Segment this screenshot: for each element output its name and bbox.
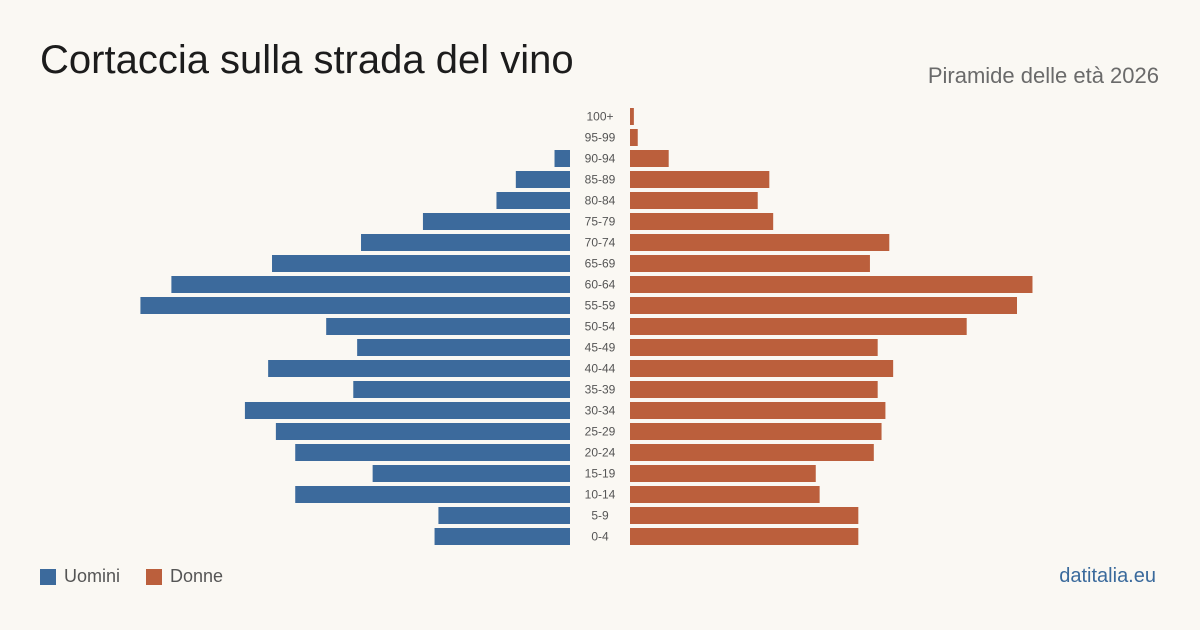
bar-men-40-44 (268, 360, 570, 377)
age-label-45-49: 45-49 (585, 341, 616, 355)
age-label-70-74: 70-74 (585, 236, 616, 250)
bar-men-50-54 (326, 318, 570, 335)
bar-men-5-9 (438, 507, 570, 524)
bar-women-30-34 (630, 402, 886, 419)
age-label-40-44: 40-44 (585, 362, 616, 376)
bar-women-55-59 (630, 297, 1017, 314)
bar-men-55-59 (140, 297, 570, 314)
age-label-50-54: 50-54 (585, 320, 616, 334)
bar-men-80-84 (496, 192, 570, 209)
age-label-25-29: 25-29 (585, 425, 616, 439)
age-label-90-94: 90-94 (585, 152, 616, 166)
bar-men-65-69 (272, 255, 570, 272)
population-pyramid-chart: 100+ 95-99 90-94 85-89 80-84 75-79 70-74 65-69 6… (140, 108, 1033, 545)
age-label-95-99: 95-99 (585, 131, 616, 145)
bar-women-85-89 (630, 171, 770, 188)
age-label-10-14: 10-14 (585, 488, 616, 502)
legend-item-men: Uomini (40, 566, 120, 587)
bar-women-70-74 (630, 234, 890, 251)
bar-men-10-14 (295, 486, 570, 503)
bar-women-100+ (630, 108, 634, 125)
chart-title: Cortaccia sulla strada del vino (40, 38, 574, 82)
chart-subtitle: Piramide delle età 2026 (927, 63, 1159, 88)
legend-item-women: Donne (146, 566, 223, 587)
bar-women-25-29 (630, 423, 882, 440)
bar-women-75-79 (630, 213, 774, 230)
bar-women-15-19 (630, 465, 816, 482)
bar-men-30-34 (244, 402, 571, 419)
bar-women-65-69 (630, 255, 870, 272)
bar-men-60-64 (171, 276, 570, 293)
age-label-5-9: 5-9 (591, 509, 609, 523)
bar-women-80-84 (630, 192, 758, 209)
bar-men-75-79 (422, 213, 570, 230)
bar-men-85-89 (515, 171, 570, 188)
bar-men-70-74 (361, 234, 570, 251)
bar-men-20-24 (295, 444, 570, 461)
age-label-20-24: 20-24 (585, 446, 616, 460)
bar-women-90-94 (630, 150, 669, 167)
age-label-0-4: 0-4 (591, 530, 609, 544)
age-label-80-84: 80-84 (585, 194, 616, 208)
legend-swatch-men (40, 568, 56, 585)
bar-women-45-49 (630, 339, 878, 356)
age-label-100+: 100+ (586, 110, 613, 124)
bar-women-40-44 (630, 360, 894, 377)
age-label-75-79: 75-79 (585, 215, 616, 229)
age-label-60-64: 60-64 (585, 278, 616, 292)
bar-women-0-4 (630, 528, 859, 545)
bar-women-10-14 (630, 486, 820, 503)
bar-men-90-94 (554, 150, 570, 167)
age-label-15-19: 15-19 (585, 467, 616, 481)
bar-women-35-39 (630, 381, 878, 398)
bar-women-20-24 (630, 444, 874, 461)
bar-men-35-39 (353, 381, 570, 398)
legend-swatch-women (146, 568, 163, 585)
age-label-65-69: 65-69 (585, 257, 616, 271)
bar-men-45-49 (357, 339, 570, 356)
legend-label-men: Uomini (64, 566, 121, 586)
bar-women-5-9 (630, 507, 859, 524)
bar-men-15-19 (372, 465, 570, 482)
bar-men-25-29 (275, 423, 570, 440)
source-link[interactable]: datitalia.eu (1059, 565, 1156, 587)
age-label-85-89: 85-89 (585, 173, 616, 187)
age-label-30-34: 30-34 (585, 404, 616, 418)
age-label-35-39: 35-39 (585, 383, 616, 397)
legend: Uomini Donne (40, 566, 249, 587)
age-label-55-59: 55-59 (585, 299, 616, 313)
bar-men-0-4 (434, 528, 570, 545)
bar-women-50-54 (630, 318, 967, 335)
bar-women-60-64 (630, 276, 1033, 293)
legend-label-women: Donne (170, 566, 224, 586)
bar-women-95-99 (630, 129, 638, 146)
